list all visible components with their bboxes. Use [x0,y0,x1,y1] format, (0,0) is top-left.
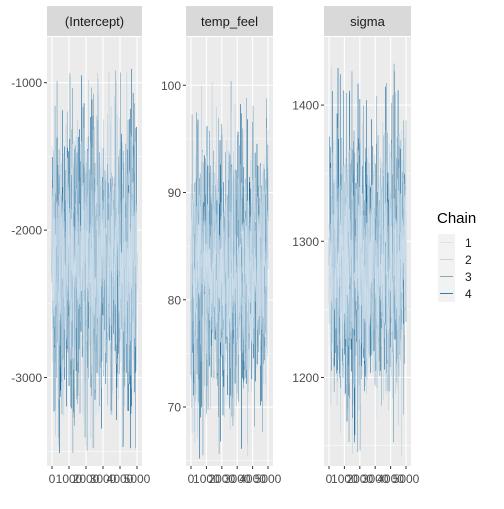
y-tick-label: -3000 [11,371,42,385]
y-tick-label: 1400 [292,99,319,113]
x-tick-label: 4000 [107,472,134,486]
x-tick-label: 5000 [255,472,282,486]
x-tick-label: 3000 [90,472,117,486]
facet-strip [324,6,411,36]
y-tick-label: 70 [168,401,182,415]
trace-chain-1 [51,106,138,447]
legend-item-label: 4 [465,287,472,301]
legend-item-label: 3 [465,270,472,284]
y-tick-label: 80 [168,293,182,307]
x-tick-label: 2000 [208,472,235,486]
facet-title: sigma [350,14,385,29]
facet-title: (Intercept) [65,14,124,29]
y-tick-label: -1000 [11,76,42,90]
facet-title: temp_feel [201,14,258,29]
y-tick-label: 1300 [292,235,319,249]
x-tick-label: 4000 [377,472,404,486]
x-tick-label: 1000 [56,472,83,486]
facet-strip [47,6,142,36]
x-tick-label: 3000 [362,472,389,486]
legend-item-label: 2 [465,253,472,267]
trace-chain-1 [190,121,269,418]
x-tick-label: 0 [49,472,56,486]
legend-title: Chain [437,210,476,227]
x-tick-label: 2000 [346,472,373,486]
facet-strip [186,6,273,36]
y-tick-label: -2000 [11,224,42,238]
x-tick-label: 3000 [224,472,251,486]
trace-chain-1 [328,130,407,419]
x-tick-label: 5000 [124,472,151,486]
x-tick-label: 5000 [393,472,420,486]
x-tick-label: 0 [188,472,195,486]
y-tick-label: 100 [161,79,181,93]
x-tick-label: 1000 [331,472,358,486]
legend-item-label: 1 [465,236,472,250]
x-tick-label: 4000 [239,472,266,486]
y-tick-label: 90 [168,186,182,200]
y-tick-label: 1200 [292,371,319,385]
x-tick-label: 2000 [73,472,100,486]
x-tick-label: 1000 [193,472,220,486]
facet-panel-0: (Intercept) -3000 -2000 -1000 0 1000200030004… [11,6,151,486]
x-tick-label: 0 [326,472,333,486]
